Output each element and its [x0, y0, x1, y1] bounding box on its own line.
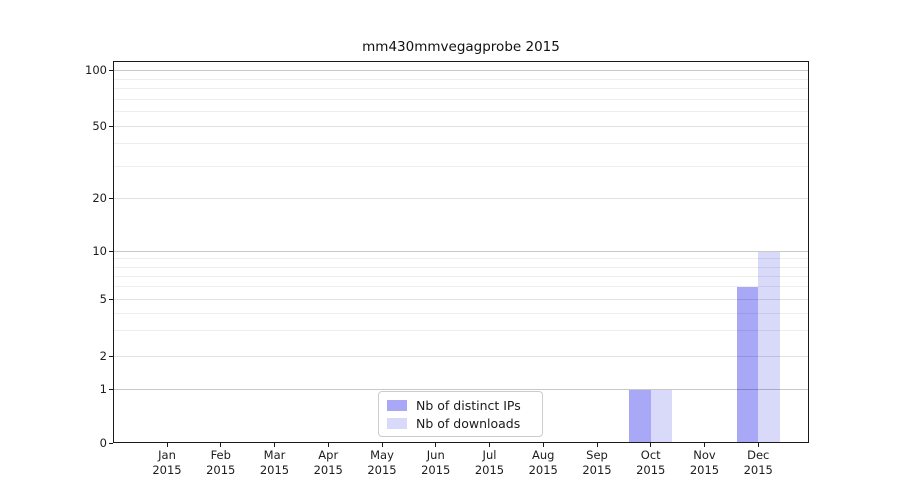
- y-tick-label: 10: [92, 244, 107, 259]
- x-tick-mark: [596, 443, 598, 447]
- y-tick-mark: [109, 355, 113, 357]
- legend-item-distinct-ips: Nb of distinct IPs: [387, 398, 534, 413]
- bar-downloads-oct: [650, 389, 673, 443]
- x-tick-mark: [381, 443, 383, 447]
- gridline-10: [114, 251, 808, 253]
- x-tick-mark: [220, 443, 222, 447]
- gridline-5: [114, 298, 808, 300]
- y-tick-label: 20: [92, 190, 107, 205]
- bar-distinct-ips-dec: [736, 286, 759, 443]
- x-tick-mark: [435, 443, 437, 447]
- gridline-minor: [114, 286, 808, 288]
- gridline-minor: [114, 312, 808, 314]
- x-tick-label-feb: Feb 2015: [206, 448, 236, 477]
- gridline-1: [114, 389, 808, 390]
- legend-item-downloads: Nb of downloads: [387, 416, 534, 431]
- y-tick-label: 1: [99, 382, 107, 396]
- x-tick-mark: [757, 443, 759, 447]
- gridline-minor: [114, 266, 808, 268]
- x-tick-label-nov: Nov 2015: [689, 448, 720, 477]
- gridline-20: [114, 197, 808, 199]
- x-tick-mark: [166, 443, 168, 447]
- y-tick-mark: [109, 70, 113, 72]
- y-tick-mark: [109, 389, 113, 390]
- legend-swatch-distinct-ips: [387, 399, 407, 411]
- x-tick-mark: [650, 443, 652, 447]
- x-tick-mark: [327, 443, 329, 447]
- bar-distinct-ips-oct: [629, 389, 651, 443]
- x-tick-label-aug: Aug 2015: [528, 448, 558, 477]
- gridline-minor: [114, 78, 808, 80]
- legend-label-distinct-ips: Nb of distinct IPs: [416, 397, 521, 413]
- x-tick-label-dec: Dec 2015: [743, 448, 773, 477]
- gridline-minor: [114, 165, 808, 167]
- gridline-minor: [114, 275, 808, 277]
- x-tick-label-jul: Jul 2015: [474, 448, 505, 477]
- gridline-100: [114, 70, 808, 72]
- legend: Nb of distinct IPs Nb of downloads: [378, 391, 543, 437]
- gridline-minor: [114, 330, 808, 332]
- x-tick-label-jun: Jun 2015: [421, 448, 451, 477]
- legend-swatch-downloads: [387, 417, 407, 429]
- bar-downloads-dec: [758, 251, 780, 443]
- y-tick-mark: [109, 251, 113, 253]
- x-tick-label-oct: Oct 2015: [636, 448, 666, 477]
- x-tick-label-sep: Sep 2015: [582, 448, 612, 477]
- y-tick-mark: [109, 442, 113, 444]
- y-tick-label: 5: [99, 291, 107, 306]
- x-tick-mark: [489, 443, 490, 447]
- gridline-minor: [114, 258, 808, 260]
- x-tick-label-mar: Mar 2015: [259, 448, 290, 477]
- gridline-minor: [114, 143, 808, 145]
- legend-label-downloads: Nb of downloads: [416, 415, 521, 431]
- x-tick-label-jan: Jan 2015: [152, 448, 182, 477]
- gridline-2: [114, 355, 808, 357]
- gridline-minor: [114, 111, 808, 113]
- gridline-minor: [114, 88, 808, 90]
- x-tick-mark: [704, 443, 705, 447]
- x-tick-mark: [542, 443, 544, 447]
- chart-title: mm430mmvegagprobe 2015: [362, 39, 560, 55]
- y-tick-label: 50: [92, 118, 107, 133]
- y-tick-label: 2: [99, 348, 107, 363]
- x-tick-mark: [274, 443, 275, 447]
- y-tick-label: 100: [85, 63, 107, 78]
- gridline-50: [114, 125, 808, 127]
- y-tick-label: 0: [99, 435, 107, 450]
- y-tick-mark: [109, 125, 113, 127]
- y-tick-mark: [109, 197, 113, 199]
- y-tick-mark: [109, 298, 113, 300]
- x-tick-label-may: May 2015: [367, 448, 397, 477]
- x-tick-label-apr: Apr 2015: [313, 448, 343, 477]
- gridline-minor: [114, 98, 808, 100]
